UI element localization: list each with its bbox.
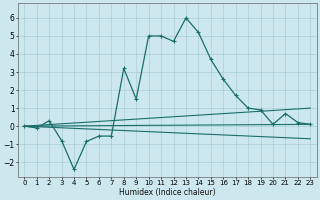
X-axis label: Humidex (Indice chaleur): Humidex (Indice chaleur) <box>119 188 216 197</box>
